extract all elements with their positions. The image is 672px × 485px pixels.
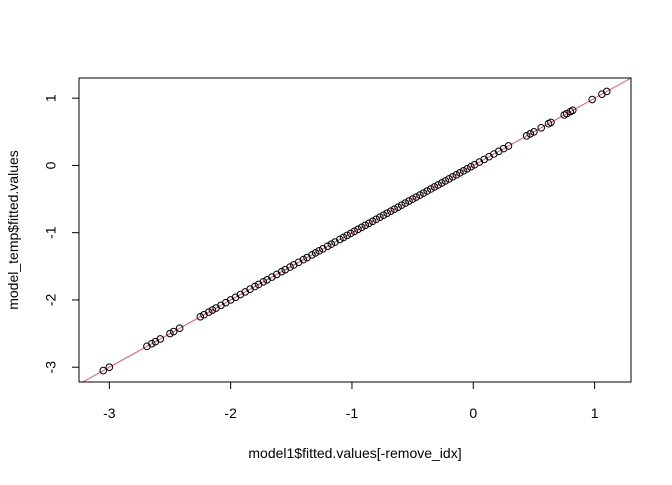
data-point [562, 109, 571, 118]
data-point [166, 329, 174, 338]
data-point [323, 242, 332, 250]
data-point [277, 267, 286, 276]
data-point [196, 312, 205, 321]
data-point [286, 263, 294, 271]
data-point [463, 164, 472, 173]
data-point [105, 363, 114, 372]
y-tick-label: 0 [43, 161, 59, 169]
data-point [354, 225, 362, 234]
data-point [376, 213, 384, 222]
data-point [386, 207, 395, 215]
data-point [459, 167, 468, 175]
data-point [441, 177, 450, 185]
data-point [547, 118, 555, 127]
data-point [383, 209, 391, 217]
y-axis-label: model_temp$fitted.values [5, 150, 21, 310]
data-point [434, 181, 442, 189]
data-point [427, 185, 435, 193]
data-point [448, 173, 457, 181]
data-point [602, 87, 611, 96]
x-tick-label: 1 [591, 405, 599, 421]
data-point [437, 179, 446, 187]
data-point [308, 251, 316, 259]
reference-line-layer [82, 77, 632, 383]
data-point [259, 277, 268, 286]
data-point [401, 199, 410, 207]
data-point [530, 128, 538, 136]
data-point [419, 189, 428, 197]
data-point [430, 183, 439, 191]
data-point [339, 233, 348, 242]
data-point [390, 205, 399, 213]
y-axis: -3 -2 -1 0 1 [43, 94, 80, 374]
x-axis: -3 -2 -1 0 1 [103, 381, 599, 421]
data-point [205, 308, 213, 316]
data-point [336, 235, 344, 244]
data-point [357, 223, 366, 232]
data-point [522, 132, 531, 140]
y-tick-label: 1 [43, 94, 59, 102]
points-layer [99, 87, 611, 375]
x-tick-label: -3 [103, 405, 116, 421]
data-point [175, 324, 184, 332]
y-tick-label: -1 [43, 226, 59, 239]
x-tick-label: -1 [346, 405, 359, 421]
y-tick-label: -3 [43, 361, 59, 374]
data-point [147, 339, 156, 348]
data-point [372, 215, 381, 224]
data-point [467, 162, 475, 171]
reference-line [82, 77, 632, 383]
data-point [445, 175, 453, 183]
data-point [412, 193, 421, 201]
data-point [315, 247, 324, 255]
data-point [568, 106, 577, 115]
data-point [526, 130, 535, 138]
data-point [299, 255, 308, 264]
data-point [379, 211, 388, 220]
data-point [537, 123, 546, 132]
x-tick-label: -2 [224, 405, 237, 421]
data-point [394, 203, 402, 211]
data-point [361, 221, 370, 230]
data-point [456, 169, 464, 177]
data-point [405, 197, 413, 205]
data-point [365, 219, 373, 228]
data-point [423, 187, 431, 195]
data-point [588, 95, 596, 104]
data-point [327, 240, 336, 248]
data-point [397, 201, 406, 209]
data-point [408, 195, 417, 203]
x-tick-label: 0 [469, 405, 477, 421]
data-point [99, 366, 108, 375]
x-axis-label: model1$fitted.values[-remove_idx] [248, 445, 461, 461]
data-point [350, 227, 359, 236]
data-point [346, 229, 355, 238]
data-point [504, 142, 513, 150]
data-point [452, 171, 461, 179]
y-tick-label: -2 [43, 294, 59, 307]
data-point [208, 306, 217, 314]
data-point [251, 282, 259, 291]
data-point [311, 249, 320, 257]
data-point [343, 231, 351, 240]
data-point [169, 327, 178, 336]
data-point [156, 335, 165, 343]
data-point [416, 191, 424, 199]
data-point [368, 217, 377, 226]
